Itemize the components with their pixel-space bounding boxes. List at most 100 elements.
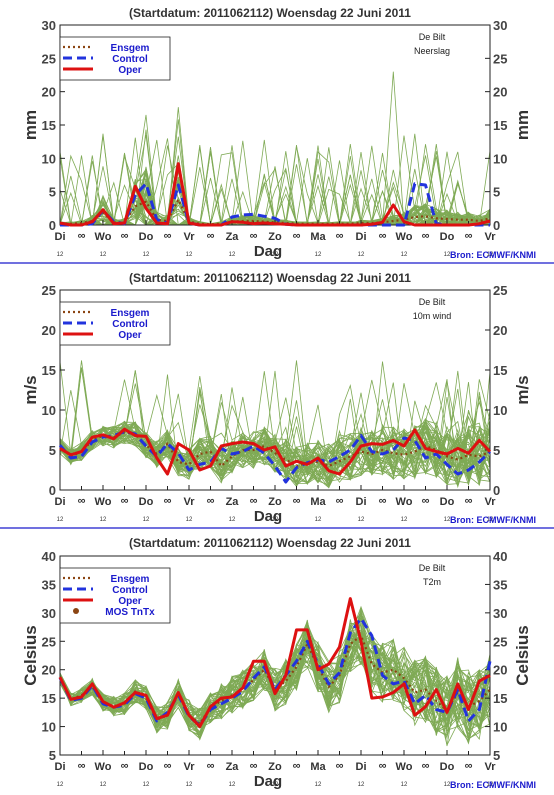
legend-label: Ensgem — [111, 43, 150, 54]
midnight-marker: ∞ — [164, 230, 172, 242]
midnight-marker: ∞ — [336, 760, 344, 772]
x-hour-label: 12 — [358, 517, 365, 523]
series-line-oper — [58, 597, 491, 729]
midnight-marker: ∞ — [465, 760, 473, 772]
midnight-marker: ∞ — [379, 495, 387, 507]
ensemble-member-line — [60, 71, 490, 225]
x-hour-label: 12 — [100, 252, 107, 258]
chart-title: (Startdatum: 2011062112) Woensdag 22 Jun… — [129, 6, 411, 20]
x-hour-label: 12 — [186, 517, 193, 523]
x-day-label: Do — [440, 496, 455, 508]
ensemble-member-line — [60, 168, 490, 225]
series-line-ensgem — [59, 431, 491, 468]
y-tick-label-left: 20 — [42, 323, 56, 338]
y-tick-label-left: 40 — [42, 549, 56, 564]
x-axis-label: Dag — [254, 773, 282, 790]
midnight-marker: ∞ — [207, 495, 215, 507]
ensemble-member-line — [60, 400, 490, 486]
x-hour-label: 12 — [143, 252, 150, 258]
midnight-marker: ∞ — [250, 495, 258, 507]
y-tick-label-left: 5 — [49, 748, 56, 763]
x-day-label: Vr — [484, 761, 496, 773]
y-tick-label-right: 5 — [493, 443, 500, 458]
x-hour-label: 12 — [401, 517, 408, 523]
x-day-label: Di — [356, 231, 367, 243]
x-day-label: Do — [440, 761, 455, 773]
y-tick-label-right: 15 — [493, 691, 507, 706]
x-day-label: Do — [139, 761, 154, 773]
x-day-label: Do — [139, 496, 154, 508]
location-label: De Bilt — [419, 297, 446, 307]
x-day-label: Do — [440, 231, 455, 243]
x-hour-label: 12 — [487, 782, 494, 788]
location-label: De Bilt — [419, 563, 446, 573]
x-day-label: Wo — [95, 761, 112, 773]
x-hour-label: 12 — [401, 782, 408, 788]
x-day-label: Di — [55, 496, 66, 508]
ensemble-member-line — [60, 631, 490, 731]
y-tick-label-right: 0 — [493, 483, 500, 498]
y-tick-label-right: 10 — [493, 403, 507, 418]
x-day-label: Wo — [95, 496, 112, 508]
legend-label: MOS TnTx — [105, 607, 155, 618]
midnight-marker: ∞ — [121, 230, 129, 242]
y-tick-label-right: 10 — [493, 720, 507, 735]
location-label: De Bilt — [419, 32, 446, 42]
y-tick-label-right: 20 — [493, 663, 507, 678]
x-day-label: Di — [55, 231, 66, 243]
y-tick-label-left: 20 — [42, 663, 56, 678]
midnight-marker: ∞ — [121, 760, 129, 772]
y-tick-label-left: 15 — [42, 691, 56, 706]
x-day-label: Di — [356, 496, 367, 508]
legend-label: Oper — [118, 330, 141, 341]
midnight-marker: ∞ — [293, 230, 301, 242]
variable-label: 10m wind — [413, 311, 452, 321]
chart-panel-3: (Startdatum: 2011062112) Woensdag 22 Jun… — [21, 536, 536, 790]
y-axis-label-right: Celsius — [513, 625, 532, 685]
x-hour-label: 12 — [57, 252, 64, 258]
source-credit: Bron: ECMWF/KNMI — [450, 250, 536, 260]
midnight-marker: ∞ — [78, 495, 86, 507]
variable-label: T2m — [423, 577, 441, 587]
ensemble-member-line — [60, 137, 490, 225]
x-day-label: Vr — [484, 496, 496, 508]
y-tick-label-left: 25 — [42, 634, 56, 649]
x-hour-label: 12 — [444, 252, 451, 258]
x-day-label: Wo — [396, 496, 413, 508]
midnight-marker: ∞ — [379, 230, 387, 242]
y-axis-label-left: m/s — [21, 375, 40, 404]
x-hour-label: 12 — [315, 782, 322, 788]
ensemble-members — [60, 71, 490, 225]
x-hour-label: 12 — [143, 517, 150, 523]
ensemble-member-line — [60, 381, 490, 486]
x-hour-label: 12 — [315, 517, 322, 523]
x-day-label: Zo — [268, 496, 282, 508]
x-hour-label: 12 — [229, 517, 236, 523]
x-hour-label: 12 — [186, 252, 193, 258]
y-tick-label-right: 25 — [493, 634, 507, 649]
x-day-label: Zo — [268, 761, 282, 773]
chart-title: (Startdatum: 2011062112) Woensdag 22 Jun… — [129, 271, 411, 285]
ensemble-member-line — [60, 611, 490, 740]
y-tick-label-left: 10 — [42, 720, 56, 735]
y-tick-label-right: 30 — [493, 606, 507, 621]
x-day-label: Za — [226, 761, 240, 773]
x-day-label: Ma — [310, 231, 326, 243]
x-day-label: Di — [55, 761, 66, 773]
y-tick-label-right: 40 — [493, 549, 507, 564]
y-tick-label-left: 25 — [42, 51, 56, 66]
x-day-label: Vr — [183, 231, 195, 243]
x-hour-label: 12 — [272, 517, 279, 523]
midnight-marker: ∞ — [422, 495, 430, 507]
x-day-label: Za — [226, 231, 240, 243]
ensemble-member-line — [60, 638, 490, 730]
x-hour-label: 12 — [57, 517, 64, 523]
midnight-marker: ∞ — [422, 230, 430, 242]
ensemble-members — [60, 360, 490, 489]
ensemble-member-line — [60, 422, 490, 489]
x-hour-label: 12 — [186, 782, 193, 788]
y-tick-label-right: 20 — [493, 323, 507, 338]
midnight-marker: ∞ — [293, 760, 301, 772]
y-tick-label-right: 5 — [493, 748, 500, 763]
